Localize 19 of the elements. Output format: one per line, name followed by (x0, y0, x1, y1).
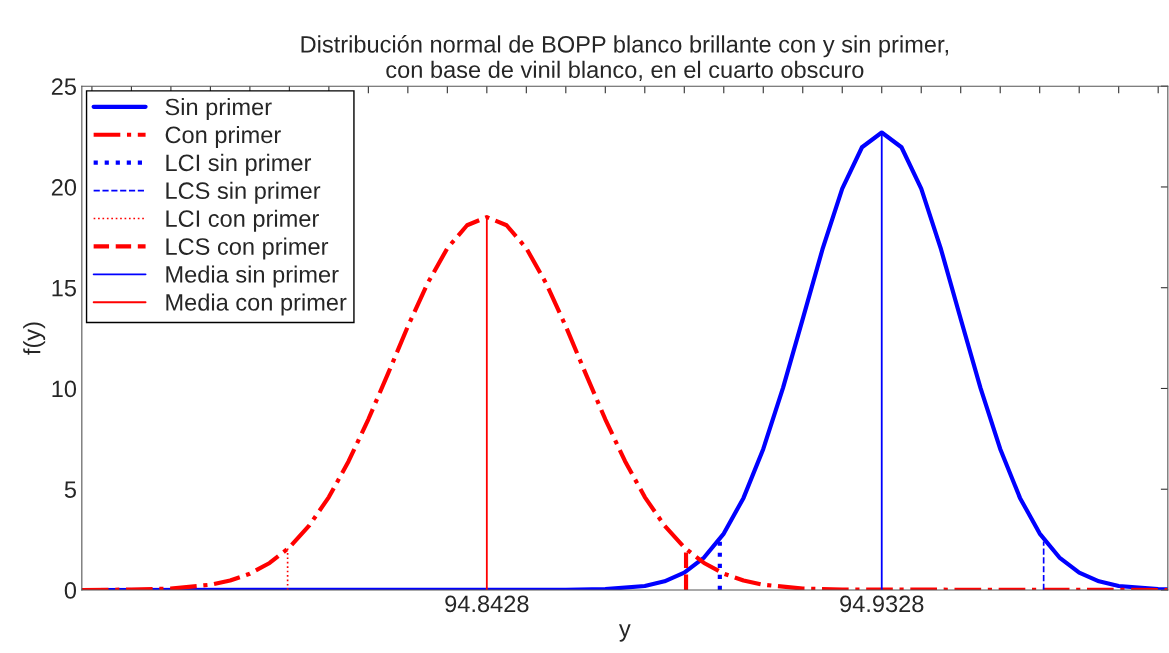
legend-label: Media con primer (166, 293, 347, 316)
y-tick-label: 25 (51, 78, 76, 95)
legend-label: Con primer (165, 125, 281, 148)
chart-title: Distribución normal de BOPP blanco brillante con y sin primer, con base de vinil blanco, en el cuarto obscuro (301, 35, 948, 81)
legend-label: LCI con primer (166, 209, 319, 232)
y-tick-label: 15 (52, 280, 76, 297)
y-axis-title: f(y) (23, 322, 46, 355)
legend-label: Sin primer (165, 98, 272, 121)
y-tick-label: 5 (64, 481, 76, 499)
y-tick-label: 10 (52, 380, 77, 398)
y-tick-label: 20 (51, 179, 77, 196)
legend-label: LCS sin primer (166, 181, 321, 204)
x-axis-title: y (618, 624, 631, 642)
legend-label: LCI sin primer (166, 153, 312, 176)
legend-label: Media sin primer (166, 265, 339, 288)
y-tick-label: 0 (64, 582, 77, 599)
legend-label: LCS con primer (166, 237, 329, 260)
x-tick-label: 94.8428 (445, 595, 529, 613)
x-tick-label: 94.9328 (840, 595, 924, 613)
